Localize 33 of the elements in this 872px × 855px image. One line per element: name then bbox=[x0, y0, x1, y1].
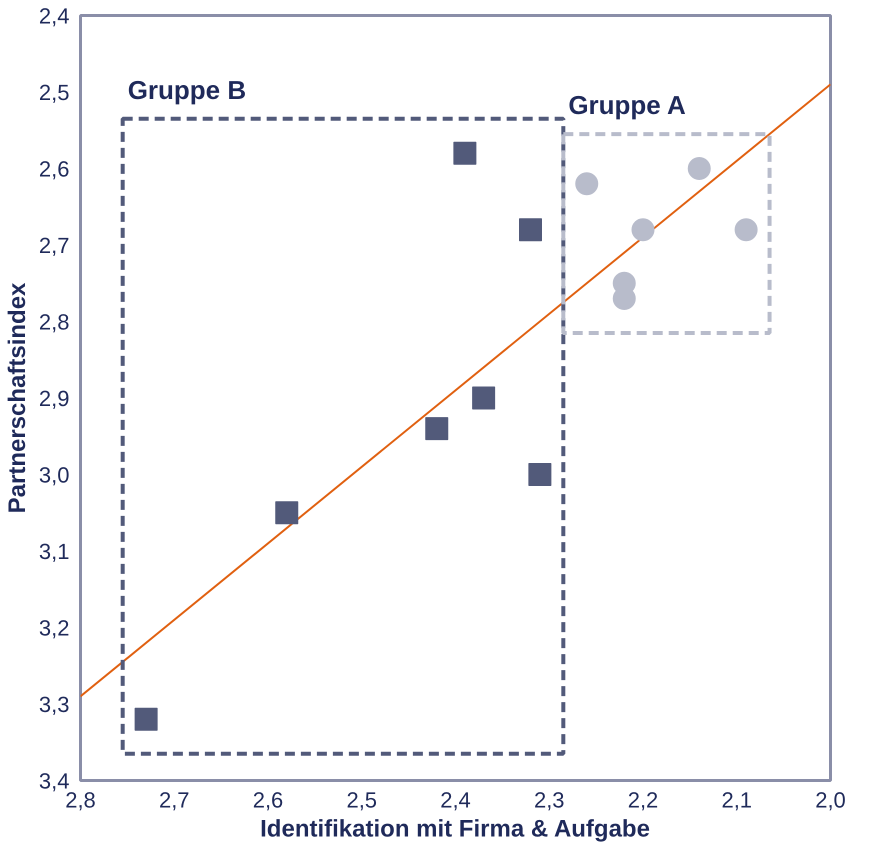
x-tick-label: 2,7 bbox=[158, 788, 190, 812]
point bbox=[134, 708, 158, 731]
point bbox=[425, 417, 448, 440]
point bbox=[275, 501, 298, 524]
x-tick-label: 2,0 bbox=[815, 788, 846, 812]
x-axis-title: Identifikation mit Firma & Aufgabe bbox=[260, 816, 650, 842]
point bbox=[472, 386, 496, 410]
point bbox=[688, 157, 711, 180]
y-tick-label: 2,5 bbox=[38, 80, 70, 105]
y-tick-label: 3,3 bbox=[38, 692, 70, 717]
point bbox=[519, 218, 542, 242]
point bbox=[453, 142, 476, 165]
y-tick-label: 2,8 bbox=[38, 310, 70, 334]
y-tick-label: 2,9 bbox=[38, 386, 70, 411]
annotation: Gruppe B bbox=[128, 74, 246, 105]
point bbox=[632, 218, 654, 242]
x-tick-label: 2,2 bbox=[628, 788, 658, 812]
point bbox=[734, 218, 758, 242]
annotation: Gruppe A bbox=[568, 90, 686, 120]
x-tick-label: 2,5 bbox=[346, 788, 378, 812]
y-tick-label: 2,4 bbox=[38, 4, 70, 28]
y-tick-label: 3,0 bbox=[38, 462, 70, 488]
point bbox=[575, 172, 598, 196]
x-tick-label: 2,1 bbox=[721, 788, 752, 812]
point bbox=[528, 463, 552, 486]
y-tick-label: 2,6 bbox=[38, 156, 70, 182]
y-tick-label: 2,7 bbox=[38, 233, 70, 258]
x-tick-label: 2,4 bbox=[440, 788, 471, 812]
y-tick-label: 3,2 bbox=[38, 616, 70, 640]
x-tick-label: 2,6 bbox=[252, 788, 284, 812]
y-axis-title: Partnerschaftsindex bbox=[4, 282, 31, 514]
x-tick-label: 2,3 bbox=[534, 788, 565, 812]
y-tick-label: 3,1 bbox=[38, 539, 70, 564]
